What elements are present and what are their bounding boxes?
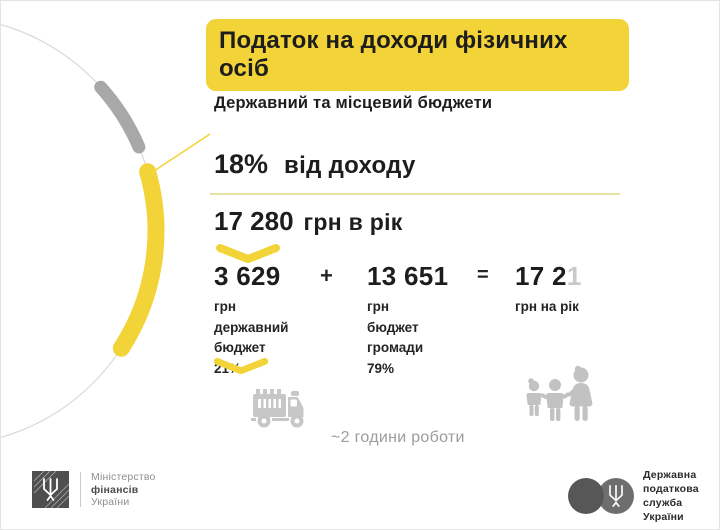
donut-ring-decoration (1, 23, 211, 439)
caption-line: грн (214, 299, 237, 314)
ministry-of-finance-logo: Міністерство фінансів України (32, 471, 156, 509)
caption-line: 79% (367, 360, 395, 376)
chevron-down-icon (216, 244, 280, 263)
tax-service-emblem-circle (598, 478, 634, 514)
annual-amount-label: грн в рік (303, 209, 403, 235)
tax-rate-value: 18% (214, 149, 269, 179)
ministry-line: фінансів (91, 483, 139, 496)
fire-truck-icon (251, 389, 304, 428)
community-budget-value: 13 651 (367, 261, 449, 291)
annual-amount: 17 280 грн в рік (214, 206, 403, 237)
community-budget-caption: грн бюджет громади 79% (367, 297, 448, 379)
tax-rate: 18% від доходу (214, 149, 416, 180)
caption-line: грн (367, 299, 390, 314)
total-value: 17 21 (515, 261, 582, 292)
ministry-logo-text: Міністерство фінансів України (91, 471, 156, 509)
ministry-line: Міністерство (91, 471, 156, 483)
family-icon (526, 365, 593, 421)
tax-service-circle (568, 478, 604, 514)
caption-line: грн на рік (515, 299, 579, 314)
annual-amount-value: 17 280 (214, 206, 294, 236)
total-caption: грн на рік (515, 297, 582, 318)
state-budget-value: 3 629 (214, 261, 281, 291)
total-value-black: 17 2 (515, 261, 567, 291)
caption-line: бюджет (367, 319, 419, 335)
state-budget-caption: грн державний бюджет 21% (214, 297, 288, 379)
work-duration-note: ~2 години роботи (331, 429, 465, 446)
tax-service-line: служба України (643, 497, 684, 523)
trident-emblem-icon (33, 471, 69, 509)
ring-callout-line (150, 133, 211, 174)
ring-gray-segment (94, 80, 146, 154)
ministry-line: України (91, 496, 130, 508)
tax-service-logo: Державна податкова служба України (568, 468, 719, 524)
page-title: Податок на доходи фізичних осіб (219, 26, 568, 82)
total-column: 17 21 грн на рік (515, 261, 582, 318)
caption-line: бюджет (214, 340, 266, 355)
total-value-faded-digit: 1 (566, 261, 582, 291)
ring-yellow-segment (112, 163, 165, 357)
title-banner: Податок на доходи фізичних осіб (206, 19, 629, 91)
logo-divider (80, 472, 81, 508)
community-budget-column: 13 651 грн бюджет громади 79% (367, 261, 448, 379)
chevron-down-icon (213, 358, 269, 375)
trident-emblem-icon (609, 485, 623, 507)
yellow-divider-line (210, 193, 620, 195)
state-budget-column: 3 629 грн державний бюджет 21% (214, 261, 288, 379)
tax-service-text: Державна податкова служба України (643, 468, 719, 524)
tax-rate-label: від доходу (284, 152, 416, 179)
plus-sign: + (320, 263, 333, 288)
subtitle: Державний та місцевий бюджети (214, 94, 493, 112)
caption-line: громади (367, 340, 424, 355)
caption-line: державний (214, 319, 289, 335)
ministry-emblem-square (32, 471, 69, 509)
ring-outline (1, 23, 157, 439)
equals-sign: = (477, 264, 489, 286)
tax-service-line: податкова (643, 483, 699, 495)
tax-service-line: Державна (643, 469, 697, 481)
